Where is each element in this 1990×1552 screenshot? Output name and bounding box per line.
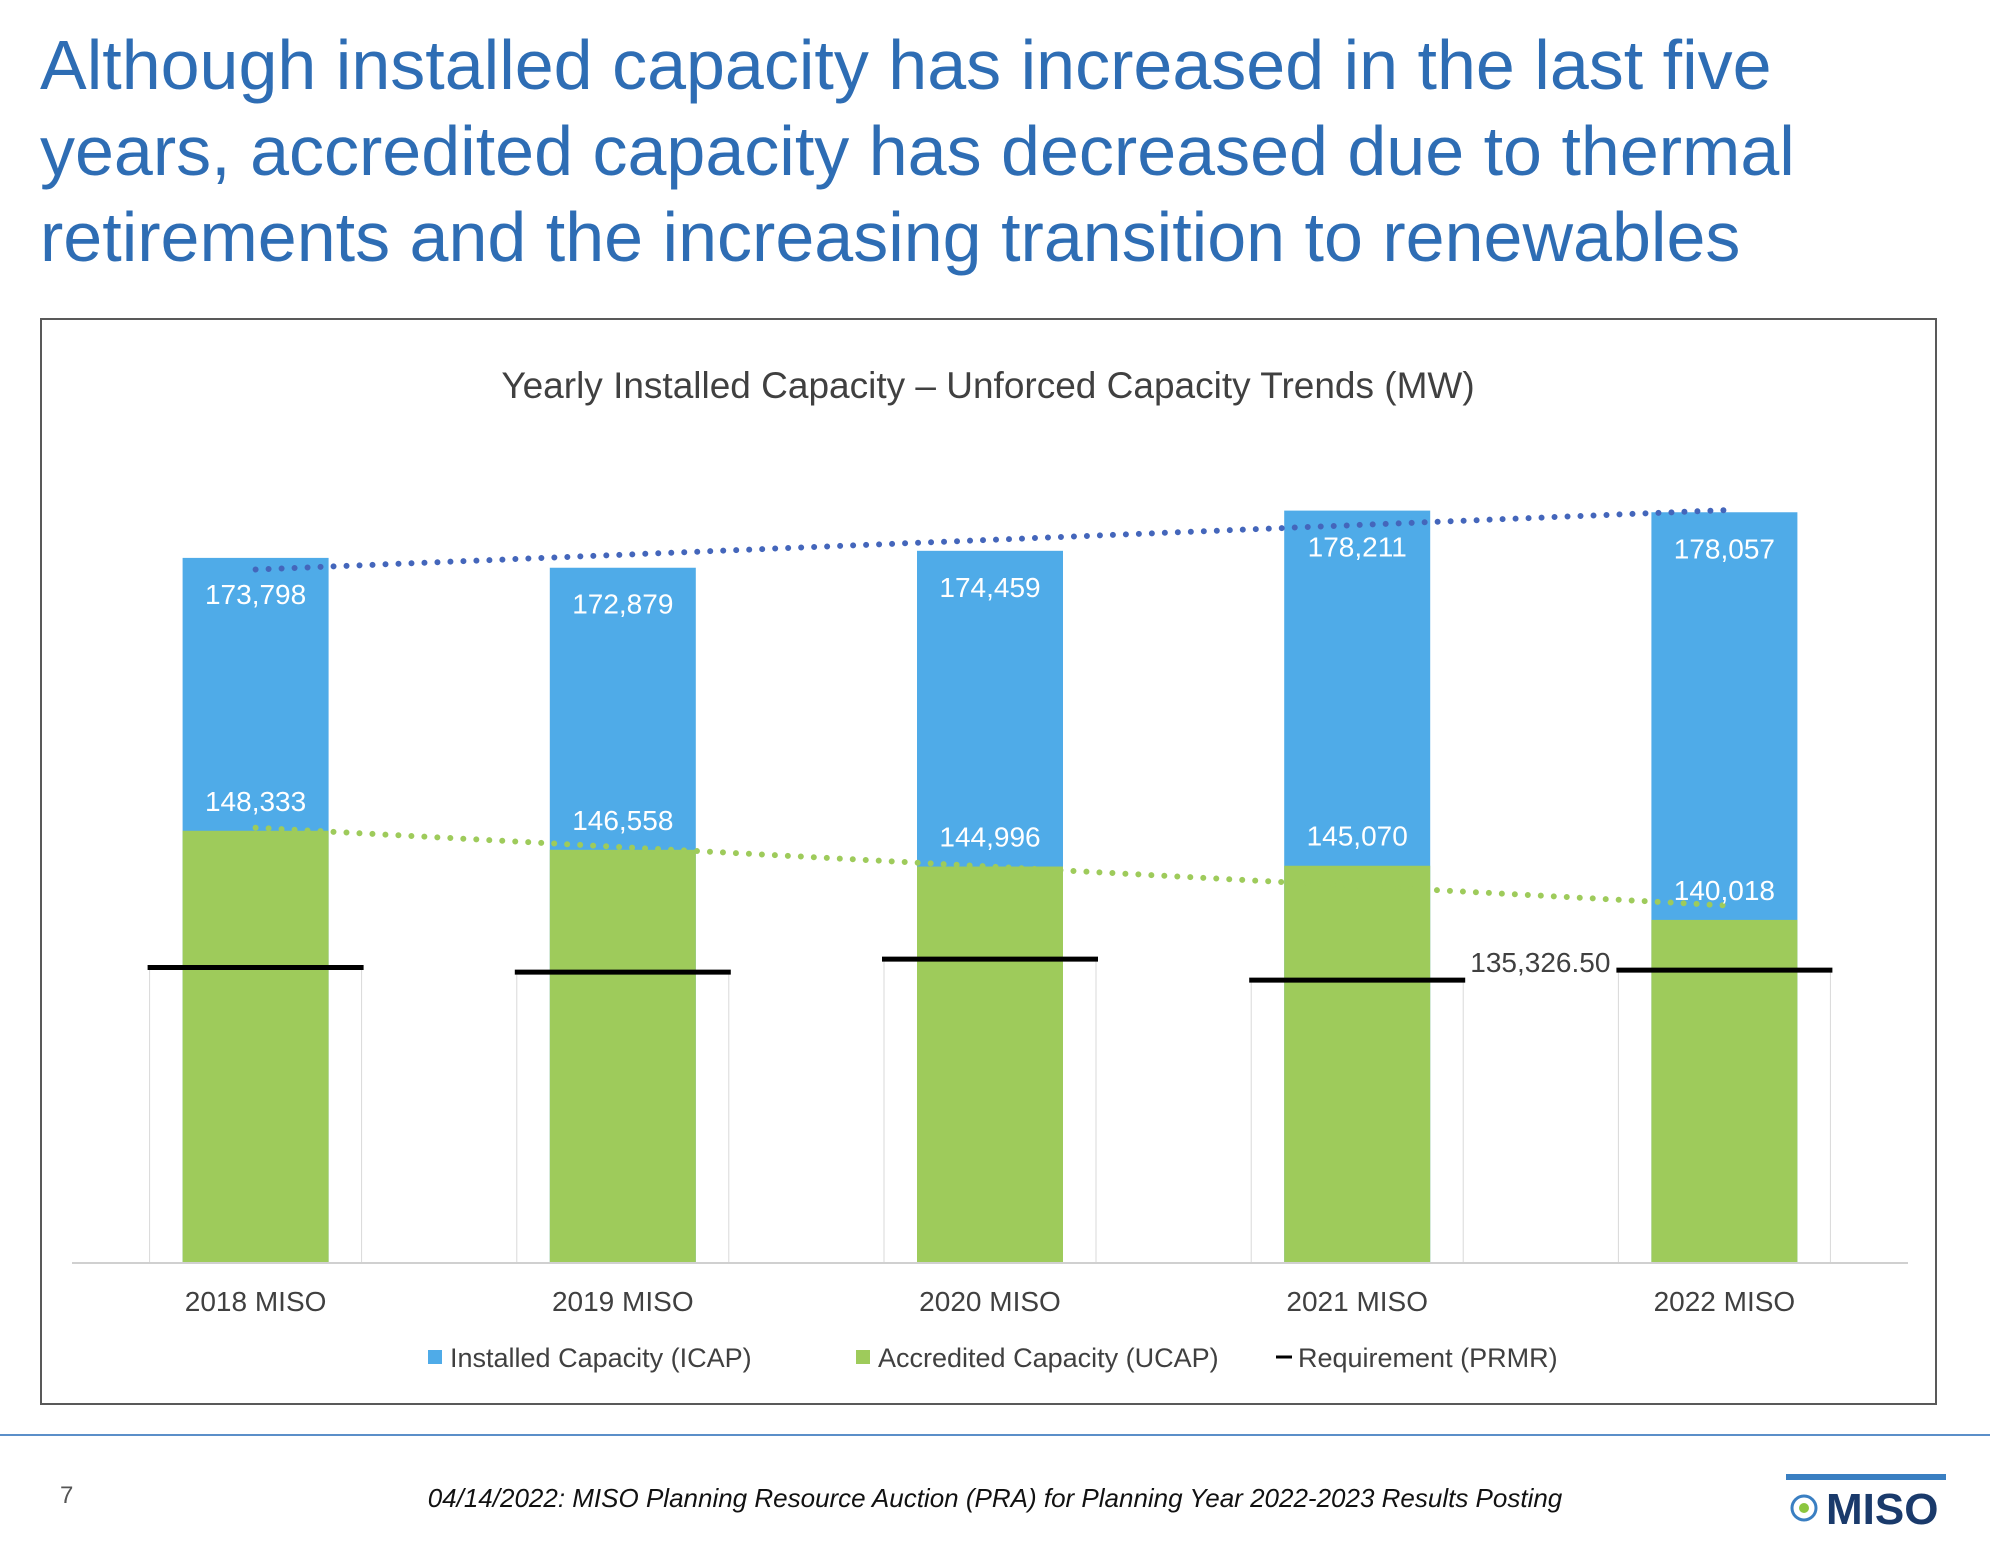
ucap-bar: [1651, 919, 1798, 1263]
requirement-data-label: 135,326.50: [1470, 947, 1610, 978]
ucap-data-label: 146,558: [572, 805, 673, 836]
x-tick-label: 2020 MISO: [919, 1286, 1061, 1317]
icap-trendline: [252, 507, 1728, 573]
icap-data-label: 173,798: [205, 579, 306, 610]
sunburst-icon: [1790, 1494, 1818, 1522]
ucap-data-label: 148,333: [205, 786, 306, 817]
page-number: 7: [60, 1482, 74, 1509]
footer-caption: 04/14/2022: MISO Planning Resource Aucti…: [427, 1483, 1563, 1513]
slide-title: Although installed capacity has increase…: [40, 26, 1795, 276]
ucap-data-label: 144,996: [939, 822, 1040, 853]
logo-text: MISO: [1826, 1485, 1938, 1528]
ucap-data-label: 140,018: [1674, 875, 1775, 906]
x-tick-label: 2021 MISO: [1286, 1286, 1428, 1317]
x-tick-label: 2019 MISO: [552, 1286, 694, 1317]
footer-divider: [0, 1434, 1990, 1436]
ucap-bar: [1284, 865, 1431, 1263]
icap-data-label: 172,879: [572, 589, 673, 620]
x-tick-label: 2018 MISO: [185, 1286, 327, 1317]
icap-data-label: 178,057: [1674, 533, 1775, 564]
icap-data-label: 174,459: [939, 572, 1040, 603]
legend-label: Installed Capacity (ICAP): [450, 1343, 752, 1373]
ucap-bar: [182, 830, 329, 1263]
icap-data-label: 178,211: [1308, 532, 1407, 563]
legend-swatch: [856, 1350, 870, 1364]
ucap-bar: [549, 849, 696, 1263]
x-tick-label: 2022 MISO: [1654, 1286, 1796, 1317]
legend-label: Requirement (PRMR): [1298, 1343, 1558, 1373]
chart-frame: Yearly Installed Capacity – Unforced Cap…: [40, 318, 1937, 1405]
capacity-chart: Yearly Installed Capacity – Unforced Cap…: [72, 365, 1908, 1373]
ucap-data-label: 145,070: [1307, 821, 1408, 852]
ucap-bar: [917, 866, 1063, 1263]
chart-title: Yearly Installed Capacity – Unforced Cap…: [501, 365, 1474, 406]
ucap-trendline: [252, 824, 1728, 909]
miso-logo: MISO: [1786, 1474, 1946, 1528]
legend-label: Accredited Capacity (UCAP): [878, 1343, 1219, 1373]
legend-swatch: [428, 1350, 442, 1364]
